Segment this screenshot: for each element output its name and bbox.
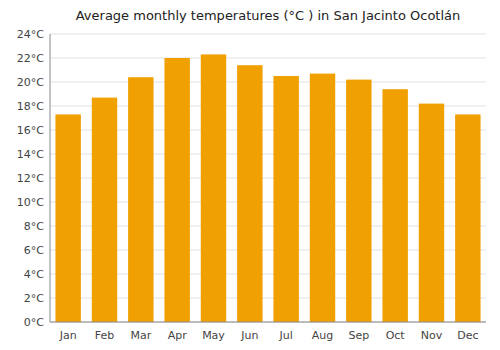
- bar: [237, 65, 262, 322]
- y-tick-label: 0°C: [24, 316, 44, 329]
- bar: [382, 89, 407, 322]
- x-tick-label: Oct: [386, 329, 406, 342]
- y-tick-label: 6°C: [24, 244, 44, 257]
- x-tick-label: Aug: [312, 329, 333, 342]
- y-tick-label: 12°C: [17, 172, 44, 185]
- bar: [128, 77, 153, 322]
- y-tick-label: 10°C: [17, 196, 44, 209]
- x-tick-label: Apr: [168, 329, 188, 342]
- bar: [419, 104, 444, 322]
- y-tick-label: 20°C: [17, 76, 44, 89]
- grid-line: [50, 82, 486, 83]
- bar: [92, 98, 117, 322]
- x-axis-line: [50, 322, 486, 323]
- title: Average monthly temperatures (°C ) in Sa…: [76, 8, 461, 23]
- x-tick-label: Jan: [59, 329, 77, 342]
- y-tick-label: 22°C: [17, 52, 44, 65]
- bar: [164, 58, 189, 322]
- bar: [455, 114, 480, 322]
- bar: [273, 76, 298, 322]
- x-tick-label: May: [202, 329, 225, 342]
- bars: [55, 54, 480, 322]
- x-tick-label: Jul: [279, 329, 293, 342]
- grid: [50, 34, 486, 322]
- y-tick-label: 18°C: [17, 100, 44, 113]
- y-axis-line: [50, 34, 51, 322]
- grid-line: [50, 322, 486, 323]
- x-tick-label: Dec: [457, 329, 478, 342]
- bar: [55, 114, 80, 322]
- x-tick-label: Nov: [421, 329, 443, 342]
- y-tick-label: 14°C: [17, 148, 44, 161]
- x-tick-label: Mar: [130, 329, 151, 342]
- chart-container: Average monthly temperatures (°C ) in Sa…: [0, 0, 500, 350]
- bar: [346, 80, 371, 322]
- chart: Average monthly temperatures (°C ) in Sa…: [0, 0, 500, 350]
- grid-line: [50, 58, 486, 59]
- grid-line: [50, 34, 486, 35]
- bar: [201, 54, 226, 322]
- x-tick-label: Sep: [348, 329, 369, 342]
- y-tick-label: 16°C: [17, 124, 44, 137]
- bar: [310, 74, 335, 322]
- y-tick-label: 4°C: [24, 268, 44, 281]
- x-tick-label: Jun: [240, 329, 258, 342]
- y-tick-label: 2°C: [24, 292, 44, 305]
- x-tick-label: Feb: [95, 329, 114, 342]
- y-tick-label: 24°C: [17, 28, 44, 41]
- y-tick-label: 8°C: [24, 220, 44, 233]
